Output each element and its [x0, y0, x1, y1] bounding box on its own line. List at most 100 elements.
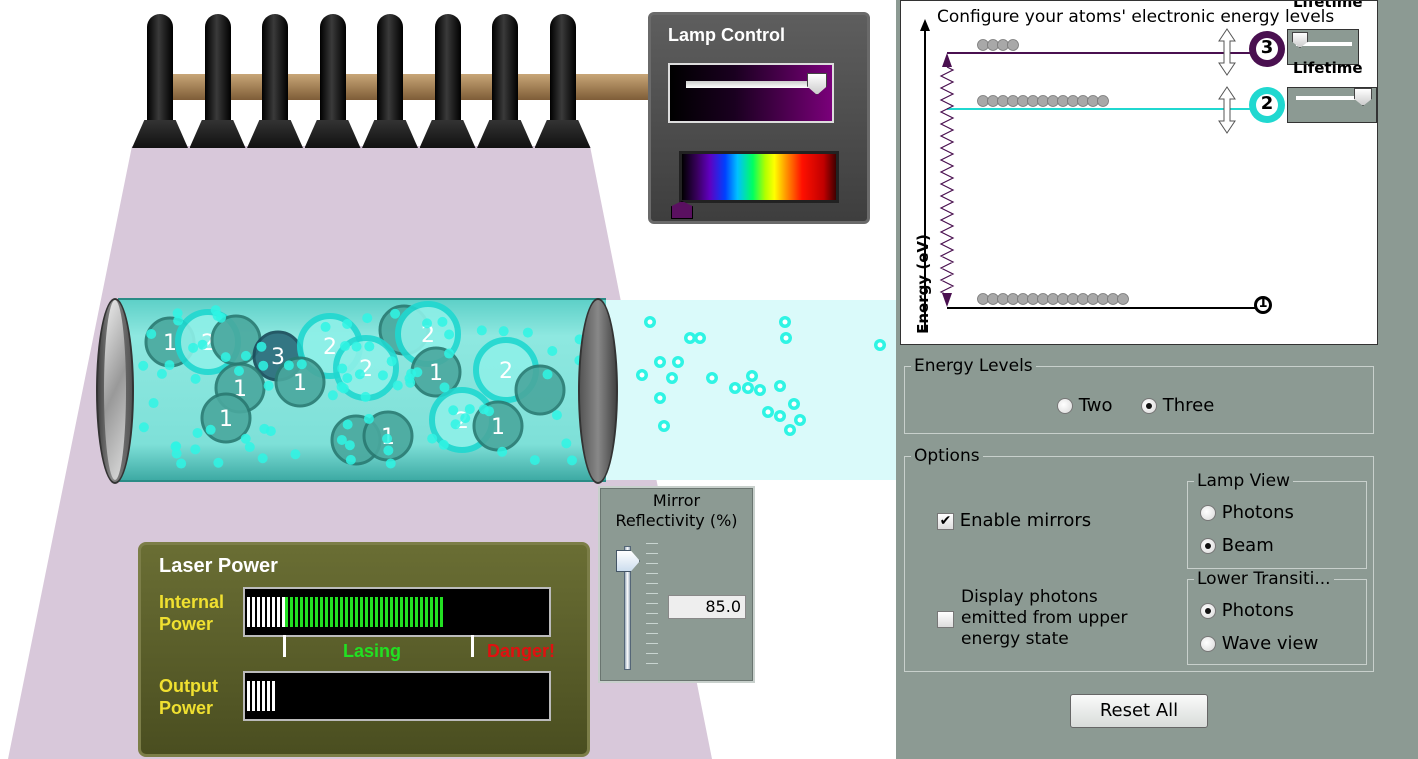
level3-lifetime-thumb[interactable]	[1292, 32, 1308, 48]
photon	[197, 339, 208, 350]
photon	[460, 413, 471, 424]
lamp-body	[262, 14, 288, 126]
energy-option-three[interactable]: Three	[1141, 395, 1214, 416]
photon	[360, 391, 371, 402]
diagram-atom	[1057, 293, 1069, 305]
level3-arrows	[1218, 28, 1236, 76]
radio-lamp-beam[interactable]	[1200, 538, 1216, 554]
diagram-atom	[1057, 95, 1069, 107]
level-1-label: 1	[1258, 296, 1268, 311]
lamp-intensity-slider[interactable]	[668, 63, 834, 123]
radio-two[interactable]	[1057, 398, 1073, 414]
level-3-label: 3	[1260, 37, 1274, 58]
danger-label: Danger!	[487, 641, 556, 661]
lamp-view-photons[interactable]: Photons	[1200, 502, 1294, 523]
photon	[450, 419, 461, 430]
diagram-atom	[1017, 293, 1029, 305]
diagram-atom	[1007, 293, 1019, 305]
photon	[383, 445, 394, 456]
diagram-atom	[1027, 95, 1039, 107]
photon-core	[675, 359, 681, 365]
diagram-atom	[1017, 95, 1029, 107]
reflectivity-value-field[interactable]: 85.0	[668, 595, 746, 619]
slider-thumb[interactable]	[807, 73, 827, 95]
level2-lifetime-thumb[interactable]	[1354, 88, 1372, 106]
lamp-view-beam[interactable]: Beam	[1200, 535, 1274, 556]
photon-core	[782, 319, 788, 325]
photon-core	[745, 385, 751, 391]
photon	[386, 356, 397, 367]
diagram-atom	[997, 293, 1009, 305]
reflectivity-slider-ticks	[646, 543, 658, 673]
lower-transition-photons[interactable]: Photons	[1200, 600, 1294, 621]
energy-diagram-graphics	[920, 19, 1285, 331]
radio-lower-wave[interactable]	[1200, 636, 1216, 652]
lamp-rail	[168, 74, 658, 100]
lower-transition-wave-label: Wave view	[1221, 633, 1319, 654]
wavelength-thumb[interactable]	[671, 201, 693, 219]
enable-mirrors-option[interactable]: ✔ Enable mirrors	[937, 510, 1091, 531]
photon	[138, 360, 149, 371]
photon-core	[639, 372, 645, 378]
reset-all-button[interactable]: Reset All	[1070, 694, 1208, 728]
photon	[327, 390, 338, 401]
diagram-atom	[977, 293, 989, 305]
output-power-label: Output Power	[159, 675, 218, 719]
options-group: Options ✔ Enable mirrors Display photons…	[904, 446, 1374, 672]
photon-core	[657, 395, 663, 401]
output-power-meter	[243, 671, 551, 721]
photon	[205, 424, 216, 435]
laser-power-title: Laser Power	[159, 555, 278, 577]
photon	[233, 366, 244, 377]
reflectivity-slider-track[interactable]	[624, 546, 631, 670]
radio-lamp-photons[interactable]	[1200, 505, 1216, 521]
level-2-label: 2	[1260, 93, 1274, 114]
energy-diagram-title: Configure your atoms' electronic energy …	[937, 7, 1335, 27]
photon	[156, 368, 167, 379]
lasing-threshold-marker	[283, 635, 286, 657]
photon	[497, 446, 508, 457]
photon-core	[661, 423, 667, 429]
simulation-area: Lamp Control 12322112121121 Mirror Refle…	[8, 12, 896, 759]
photon	[190, 373, 201, 384]
photon	[336, 381, 347, 392]
photon	[377, 370, 388, 381]
photon	[210, 305, 221, 316]
level2-lifetime-slider[interactable]	[1287, 87, 1377, 123]
mirror-title-line1: Mirror	[652, 491, 701, 510]
diagram-atom	[977, 95, 989, 107]
internal-power-white-bars	[247, 597, 285, 627]
right-mirror	[578, 298, 618, 484]
photon	[439, 382, 450, 393]
lamp-view-title: Lamp View	[1194, 471, 1293, 491]
radio-lower-photons[interactable]	[1200, 603, 1216, 619]
display-photons-checkbox[interactable]	[937, 611, 954, 628]
photon-core	[787, 427, 793, 433]
lower-transition-wave[interactable]: Wave view	[1200, 633, 1318, 654]
photon	[448, 405, 459, 416]
photon-core	[777, 383, 783, 389]
lamp-body	[377, 14, 403, 126]
left-mirror-face	[104, 300, 126, 480]
photon	[146, 328, 157, 339]
mirror-reflectivity-panel: Mirror Reflectivity (%) 85.0	[598, 486, 755, 683]
diagram-atom	[1077, 293, 1089, 305]
energy-option-two[interactable]: Two	[1057, 395, 1112, 416]
enable-mirrors-checkbox[interactable]: ✔	[937, 512, 954, 530]
energy-option-two-label: Two	[1078, 395, 1113, 416]
internal-power-meter	[243, 587, 551, 637]
output-label-line2: Power	[159, 698, 214, 718]
wavelength-spectrum[interactable]	[679, 151, 839, 203]
options-title: Options	[911, 446, 983, 466]
level3-lifetime-slider[interactable]	[1287, 29, 1359, 65]
photon	[498, 326, 509, 337]
reflectivity-slider-thumb[interactable]	[616, 550, 640, 572]
lamp-body	[492, 14, 518, 126]
photon-core	[732, 385, 738, 391]
diagram-atom	[987, 39, 999, 51]
photon-core	[877, 342, 883, 348]
radio-three[interactable]	[1141, 398, 1157, 414]
diagram-atom	[1037, 95, 1049, 107]
level2-lifetime-label: Lifetime	[1293, 59, 1363, 77]
atom-state-label: 2	[323, 335, 337, 360]
